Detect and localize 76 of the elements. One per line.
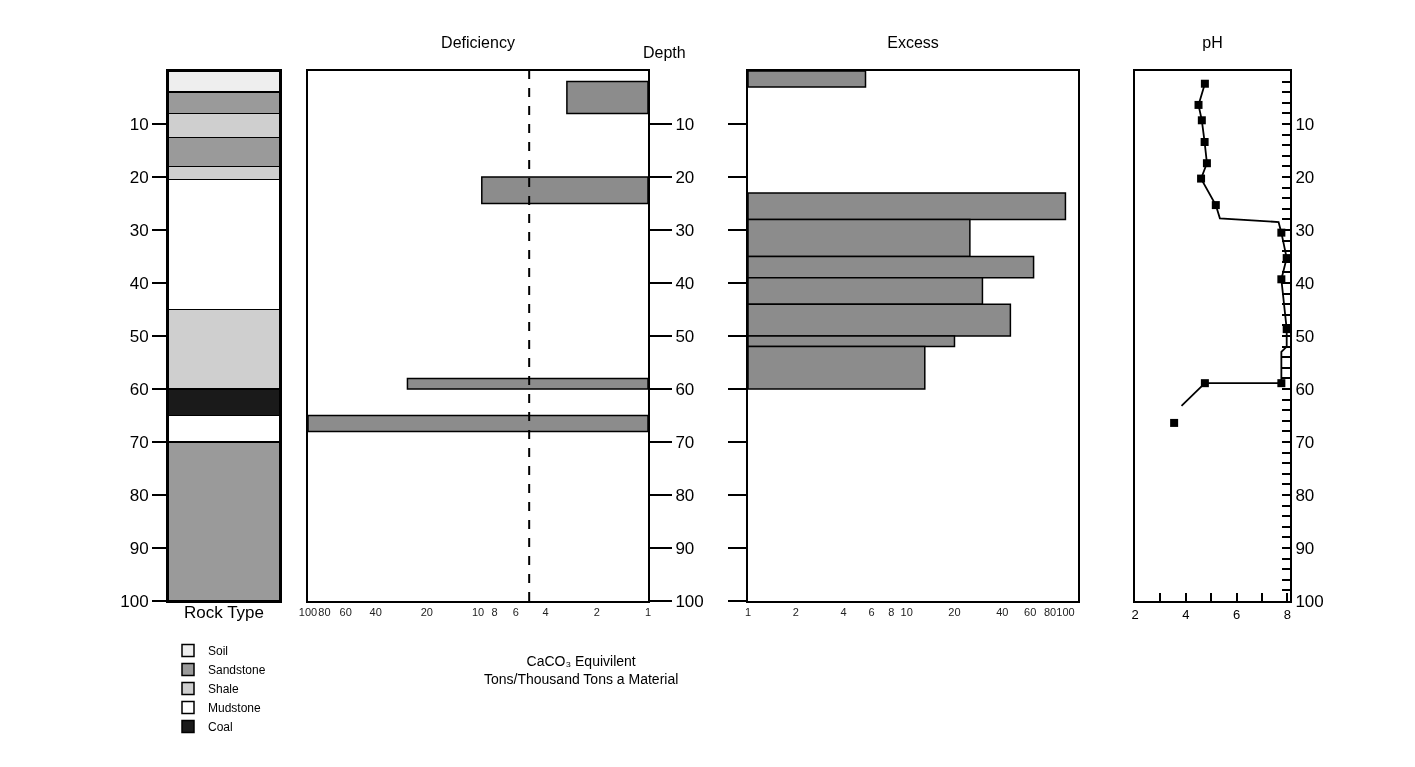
x-tick-label: 6: [512, 606, 519, 619]
y-tick-label: 20: [129, 167, 149, 187]
legend-label: Mudstone: [208, 701, 262, 716]
x-tick-label: 60: [1024, 606, 1037, 619]
x-tick-label: 10: [471, 606, 485, 619]
y-tick-label: 10: [1295, 114, 1315, 134]
point: [1200, 138, 1209, 147]
y-tick-label: 20: [675, 167, 695, 187]
x-tick-label: 1: [644, 606, 652, 619]
y-tick-label: 50: [129, 326, 149, 346]
x-tick-label: 20: [420, 606, 433, 619]
point: [1194, 100, 1203, 109]
legend-label: Sandstone: [208, 663, 266, 678]
x-tick-label: 80: [318, 606, 331, 619]
point: [1277, 228, 1286, 237]
y-tick-label: 10: [675, 114, 695, 134]
x-tick-label: 4: [840, 606, 847, 619]
y-tick-label: 70: [675, 432, 695, 452]
x-tick-label: 1: [744, 606, 752, 619]
x-tick-label: 2: [792, 606, 799, 619]
y-tick-label: 10: [129, 114, 149, 134]
legend-label: Shale: [208, 682, 240, 697]
point: [1277, 379, 1286, 388]
x-tick-label: 4: [542, 606, 549, 619]
y-tick-label: 60: [129, 379, 149, 399]
legend-label: Coal: [208, 720, 233, 735]
y-tick-label: 30: [1295, 220, 1315, 240]
x-tick-label: 40: [996, 606, 1009, 619]
y-tick-label: 20: [1295, 167, 1315, 187]
point: [1277, 275, 1286, 284]
x-tick-label: 20: [948, 606, 961, 619]
y-tick-label: 80: [129, 485, 149, 505]
y-tick-label: 60: [675, 379, 695, 399]
point: [1200, 379, 1209, 388]
x-tick-label: 4: [1182, 606, 1190, 622]
y-tick-label: 80: [675, 485, 695, 505]
y-tick-label: 40: [129, 273, 149, 293]
x-tick-label: 6: [1233, 606, 1241, 622]
x-tick-label: 2: [593, 606, 600, 619]
x-tick-label: 8: [888, 606, 895, 619]
x-tick-label: 2: [1131, 606, 1139, 622]
x-tick-label: 100: [298, 606, 318, 619]
x-tick-label: 8: [1283, 606, 1292, 622]
y-tick-label: 30: [675, 220, 695, 240]
point: [1202, 159, 1211, 168]
y-tick-label: 50: [675, 326, 695, 346]
y-tick-label: 40: [675, 273, 695, 293]
text: CaCO₃ Equivilent Tons/Thousand Tons a Material: [484, 653, 679, 688]
point: [1197, 174, 1206, 183]
y-tick-label: 70: [1295, 432, 1315, 452]
legend-label: Soil: [208, 644, 229, 659]
x-tick-label: 100: [1056, 606, 1075, 619]
y-tick-label: 30: [129, 220, 149, 240]
y-tick-label: 40: [1295, 273, 1315, 293]
y-tick-label: 90: [675, 538, 695, 558]
y-tick-label: 70: [129, 432, 149, 452]
point: [1170, 418, 1179, 427]
x-axis-title: Rock Type: [183, 602, 265, 622]
chart-title: pH: [1202, 34, 1223, 51]
y-tick-label: 90: [129, 538, 149, 558]
point: [1197, 116, 1206, 125]
x-tick-label: 60: [339, 606, 352, 619]
y-axis-title: Depth: [643, 44, 686, 61]
y-tick-label: 90: [1295, 538, 1315, 558]
chart-title: Excess: [887, 34, 939, 51]
x-tick-label: 6: [868, 606, 875, 619]
point: [1200, 79, 1209, 88]
x-tick-label: 40: [369, 606, 382, 619]
y-tick-label: 60: [1295, 379, 1315, 399]
x-tick-label: 80: [1043, 606, 1057, 619]
point: [1211, 201, 1220, 210]
x-tick-label: 8: [491, 606, 498, 619]
x-tick-label: 10: [900, 606, 913, 619]
chart-title: Deficiency: [441, 34, 515, 51]
y-tick-label: 50: [1295, 326, 1315, 346]
y-tick-label: 80: [1295, 485, 1315, 505]
